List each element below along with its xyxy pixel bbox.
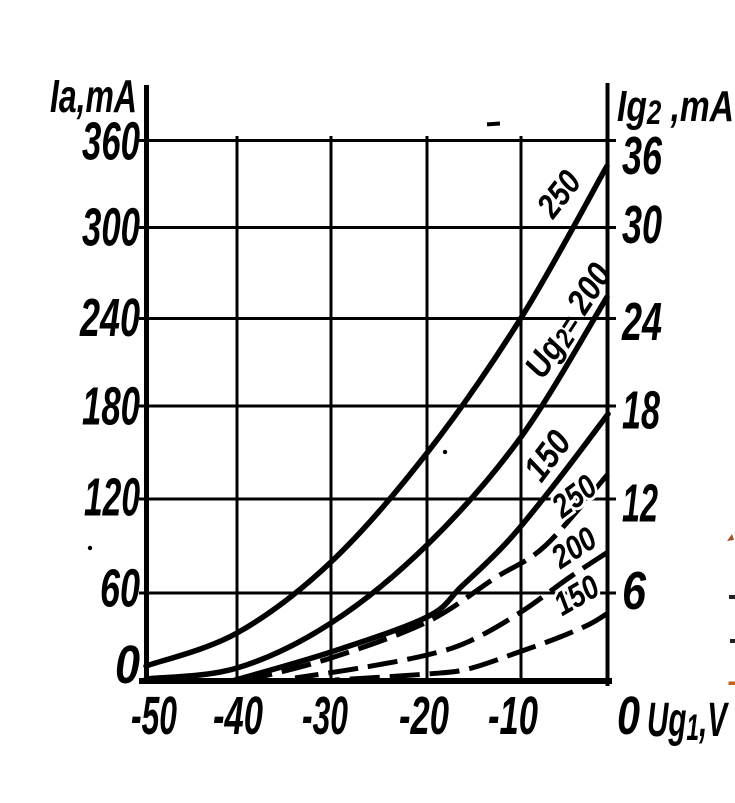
svg-text:-40: -40	[213, 686, 263, 746]
svg-text:180: 180	[82, 377, 140, 437]
svg-text:-20: -20	[399, 686, 449, 746]
svg-text:120: 120	[84, 468, 140, 528]
svg-text:30: 30	[622, 195, 662, 255]
svg-text:12: 12	[622, 474, 658, 534]
svg-text:18: 18	[622, 381, 660, 441]
svg-text:-10: -10	[488, 686, 538, 746]
svg-text:60: 60	[100, 559, 140, 619]
svg-text:300: 300	[82, 198, 140, 258]
svg-text:6: 6	[622, 561, 647, 621]
svg-text:Ia,mA: Ia,mA	[50, 70, 137, 122]
svg-text:Ig2 ,mA: Ig2 ,mA	[617, 82, 734, 132]
svg-text:36: 36	[622, 126, 663, 186]
svg-text:24: 24	[621, 292, 662, 352]
svg-text:0: 0	[617, 686, 640, 746]
svg-text:-50: -50	[131, 686, 177, 746]
svg-text:-30: -30	[302, 686, 348, 746]
svg-text:240: 240	[79, 288, 140, 348]
